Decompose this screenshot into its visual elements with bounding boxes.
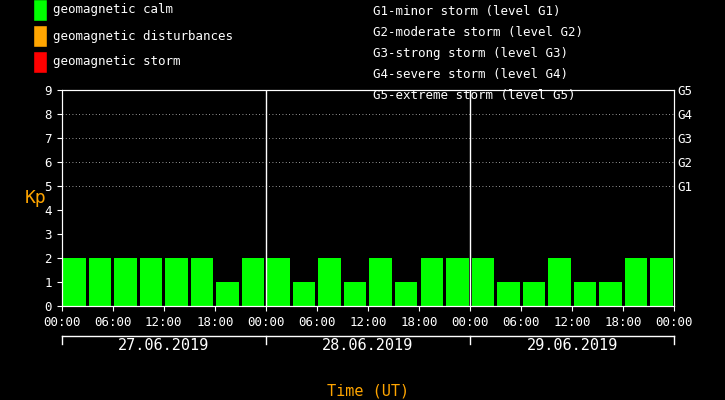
Text: 27.06.2019: 27.06.2019 [118, 338, 210, 353]
Bar [344, 282, 366, 306]
Text: G2-moderate storm (level G2): G2-moderate storm (level G2) [373, 26, 584, 39]
Bar [446, 258, 468, 306]
Bar [497, 282, 520, 306]
Bar [191, 258, 213, 306]
Bar [88, 258, 111, 306]
Text: geomagnetic calm: geomagnetic calm [53, 4, 173, 16]
Bar [573, 282, 596, 306]
Bar [650, 258, 673, 306]
Bar [471, 258, 494, 306]
Bar [63, 258, 86, 306]
Text: G4-severe storm (level G4): G4-severe storm (level G4) [373, 68, 568, 81]
Text: G1-minor storm (level G1): G1-minor storm (level G1) [373, 6, 561, 18]
Bar [548, 258, 571, 306]
Bar [599, 282, 621, 306]
Bar [395, 282, 418, 306]
Text: 29.06.2019: 29.06.2019 [526, 338, 618, 353]
Bar [625, 258, 647, 306]
Bar [268, 258, 290, 306]
Text: G3-strong storm (level G3): G3-strong storm (level G3) [373, 47, 568, 60]
Text: Time (UT): Time (UT) [327, 383, 409, 398]
Text: G5-extreme storm (level G5): G5-extreme storm (level G5) [373, 89, 576, 102]
Bar [293, 282, 315, 306]
Y-axis label: Kp: Kp [25, 189, 47, 207]
Bar [165, 258, 188, 306]
Bar [216, 282, 239, 306]
Bar [420, 258, 443, 306]
Bar [140, 258, 162, 306]
Bar [242, 258, 265, 306]
Bar [318, 258, 341, 306]
Bar [523, 282, 545, 306]
Bar [115, 258, 137, 306]
Text: geomagnetic storm: geomagnetic storm [53, 56, 181, 68]
Text: 28.06.2019: 28.06.2019 [323, 338, 413, 353]
Text: geomagnetic disturbances: geomagnetic disturbances [53, 30, 233, 42]
Bar [370, 258, 392, 306]
